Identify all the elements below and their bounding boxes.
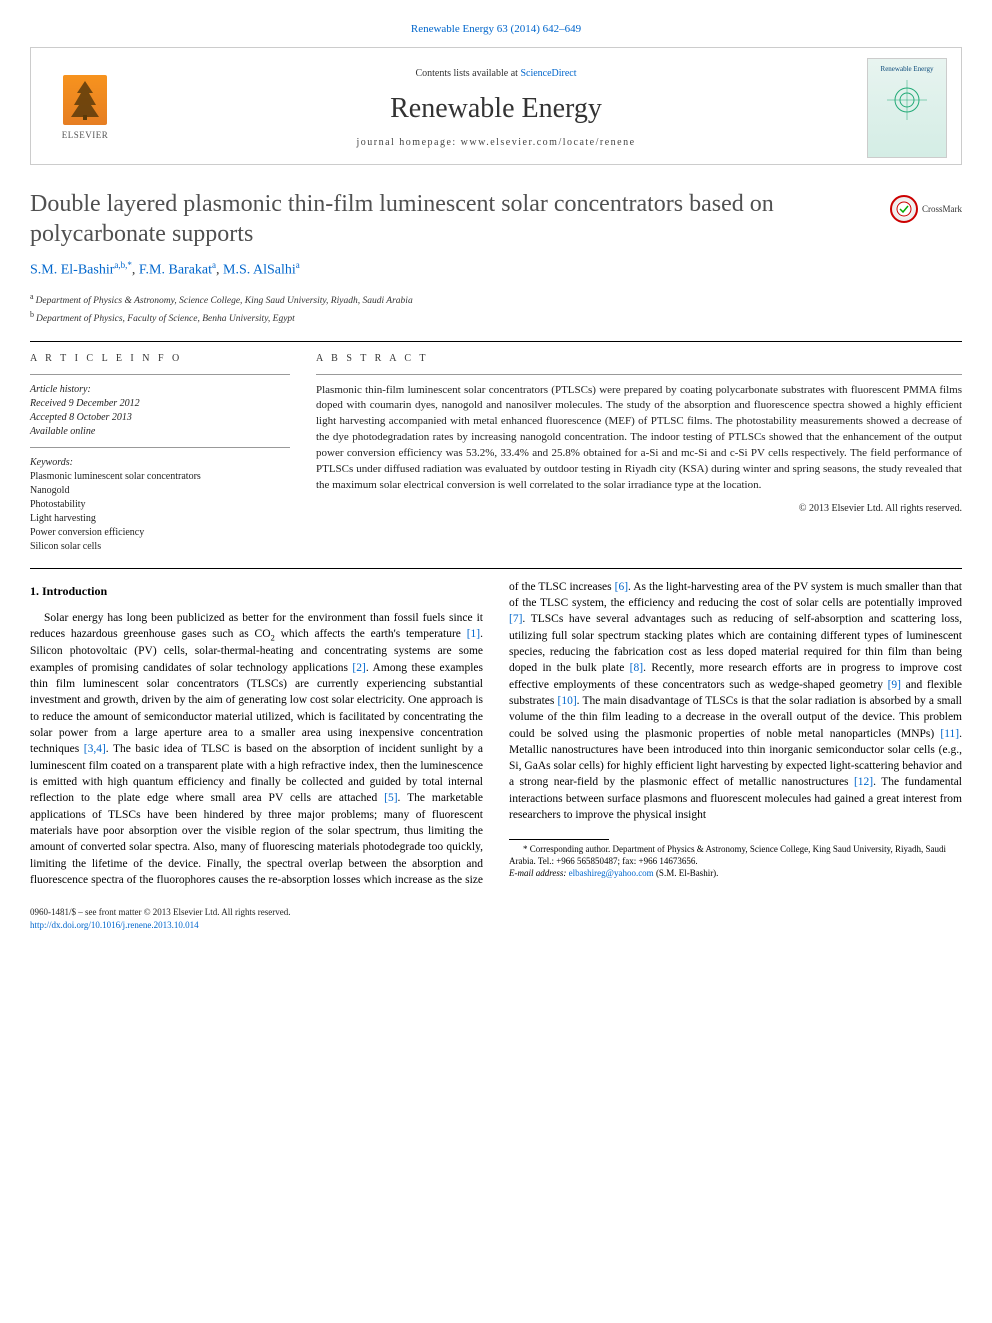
ref-9[interactable]: [9] (888, 679, 901, 691)
affil-a-text: Department of Physics & Astronomy, Scien… (36, 296, 413, 306)
contents-prefix: Contents lists available at (415, 68, 520, 79)
p1d: . Among these examples thin film lumines… (30, 662, 483, 756)
ref-34[interactable]: [3,4] (84, 743, 106, 755)
citation-header: Renewable Energy 63 (2014) 642–649 (30, 20, 962, 37)
ref-1[interactable]: [1] (467, 628, 480, 640)
section-1-heading: 1. Introduction (30, 583, 483, 600)
article-info-column: A R T I C L E I N F O Article history: R… (30, 352, 290, 554)
abstract-heading: A B S T R A C T (316, 352, 962, 366)
abstract-text: Plasmonic thin-film luminescent solar co… (316, 383, 962, 495)
journal-banner: ELSEVIER Contents lists available at Sci… (30, 47, 962, 165)
contents-line: Contents lists available at ScienceDirec… (125, 67, 867, 81)
abstract-divider (316, 374, 962, 375)
history-accepted: Accepted 8 October 2013 (30, 412, 132, 423)
homepage-prefix: journal homepage: (356, 137, 460, 148)
article-title: Double layered plasmonic thin-film lumin… (30, 189, 880, 249)
keywords-label: Keywords: (30, 457, 73, 468)
intro-paragraph: Solar energy has long been publicized as… (30, 579, 962, 889)
info-divider-1 (30, 374, 290, 375)
affil-a-sup: a (30, 292, 34, 301)
ref-6[interactable]: [6] (615, 581, 628, 593)
affiliation-b: bDepartment of Physics, Faculty of Scien… (30, 309, 962, 326)
info-divider-2 (30, 447, 290, 448)
journal-cover-thumbnail: Renewable Energy (867, 58, 947, 158)
rule-top (30, 341, 962, 342)
ref-11[interactable]: [11] (940, 728, 959, 740)
title-row: Double layered plasmonic thin-film lumin… (30, 189, 962, 249)
abstract-column: A B S T R A C T Plasmonic thin-film lumi… (316, 352, 962, 554)
author-2[interactable]: F.M. Barakat (139, 263, 212, 278)
author-1[interactable]: S.M. El-Bashir (30, 263, 114, 278)
author-3-sup: a (296, 260, 300, 270)
keywords-block: Keywords: Plasmonic luminescent solar co… (30, 456, 290, 554)
corr-text: * Corresponding author. Department of Ph… (509, 844, 946, 866)
citation-link[interactable]: Renewable Energy 63 (2014) 642–649 (411, 23, 581, 35)
keyword-6: Silicon solar cells (30, 540, 290, 554)
sciencedirect-link[interactable]: ScienceDirect (520, 68, 576, 79)
affiliation-a: aDepartment of Physics & Astronomy, Scie… (30, 291, 962, 308)
cover-title: Renewable Energy (881, 65, 934, 75)
email-label: E-mail address: (509, 868, 569, 878)
p2f: . The main disadvantage of TLSCs is that… (509, 695, 962, 740)
abstract-copyright: © 2013 Elsevier Ltd. All rights reserved… (316, 502, 962, 516)
keyword-5: Power conversion efficiency (30, 526, 290, 540)
affil-b-sup: b (30, 310, 34, 319)
corr-email-link[interactable]: elbashireg@yahoo.com (569, 868, 654, 878)
homepage-line: journal homepage: www.elsevier.com/locat… (125, 136, 867, 150)
history-available: Available online (30, 426, 95, 437)
author-3[interactable]: M.S. AlSalhi (223, 263, 296, 278)
crossmark-icon (890, 195, 918, 223)
ref-12[interactable]: [12] (854, 776, 873, 788)
authors-line: S.M. El-Bashira,b,*, F.M. Barakata, M.S.… (30, 259, 962, 280)
elsevier-tree-icon (63, 75, 107, 125)
journal-name: Renewable Energy (125, 89, 867, 128)
doi-link[interactable]: http://dx.doi.org/10.1016/j.renene.2013.… (30, 920, 199, 930)
history-received: Received 9 December 2012 (30, 398, 140, 409)
p1b: which affects the earth's temperature (275, 628, 467, 640)
crossmark-widget[interactable]: CrossMark (890, 195, 962, 223)
history-label: Article history: (30, 384, 91, 395)
publisher-logo-block: ELSEVIER (45, 75, 125, 142)
homepage-url[interactable]: www.elsevier.com/locate/renene (461, 137, 636, 148)
keyword-1: Plasmonic luminescent solar concentrator… (30, 470, 290, 484)
publisher-name: ELSEVIER (62, 129, 109, 142)
email-suffix: (S.M. El-Bashir). (654, 868, 719, 878)
author-2-sup: a (212, 260, 216, 270)
footer-block: 0960-1481/$ – see front matter © 2013 El… (30, 906, 962, 931)
footnote-rule (509, 839, 609, 840)
rule-bottom (30, 568, 962, 569)
author-1-sup: a,b,* (114, 260, 132, 270)
ref-8[interactable]: [8] (630, 662, 643, 674)
article-body: 1. Introduction Solar energy has long be… (30, 579, 962, 889)
article-info-heading: A R T I C L E I N F O (30, 352, 290, 366)
corresponding-author-footnote: * Corresponding author. Department of Ph… (509, 844, 962, 879)
article-history: Article history: Received 9 December 201… (30, 383, 290, 439)
keyword-3: Photostability (30, 498, 290, 512)
footer-copyright: 0960-1481/$ – see front matter © 2013 El… (30, 906, 962, 919)
keyword-4: Light harvesting (30, 512, 290, 526)
keyword-2: Nanogold (30, 484, 290, 498)
cover-art-icon (882, 75, 932, 125)
info-abstract-row: A R T I C L E I N F O Article history: R… (30, 352, 962, 554)
ref-5[interactable]: [5] (384, 792, 397, 804)
ref-10[interactable]: [10] (557, 695, 576, 707)
banner-center: Contents lists available at ScienceDirec… (125, 67, 867, 150)
ref-7[interactable]: [7] (509, 613, 522, 625)
affil-b-text: Department of Physics, Faculty of Scienc… (36, 314, 295, 324)
crossmark-label: CrossMark (922, 203, 962, 216)
ref-2[interactable]: [2] (352, 662, 365, 674)
